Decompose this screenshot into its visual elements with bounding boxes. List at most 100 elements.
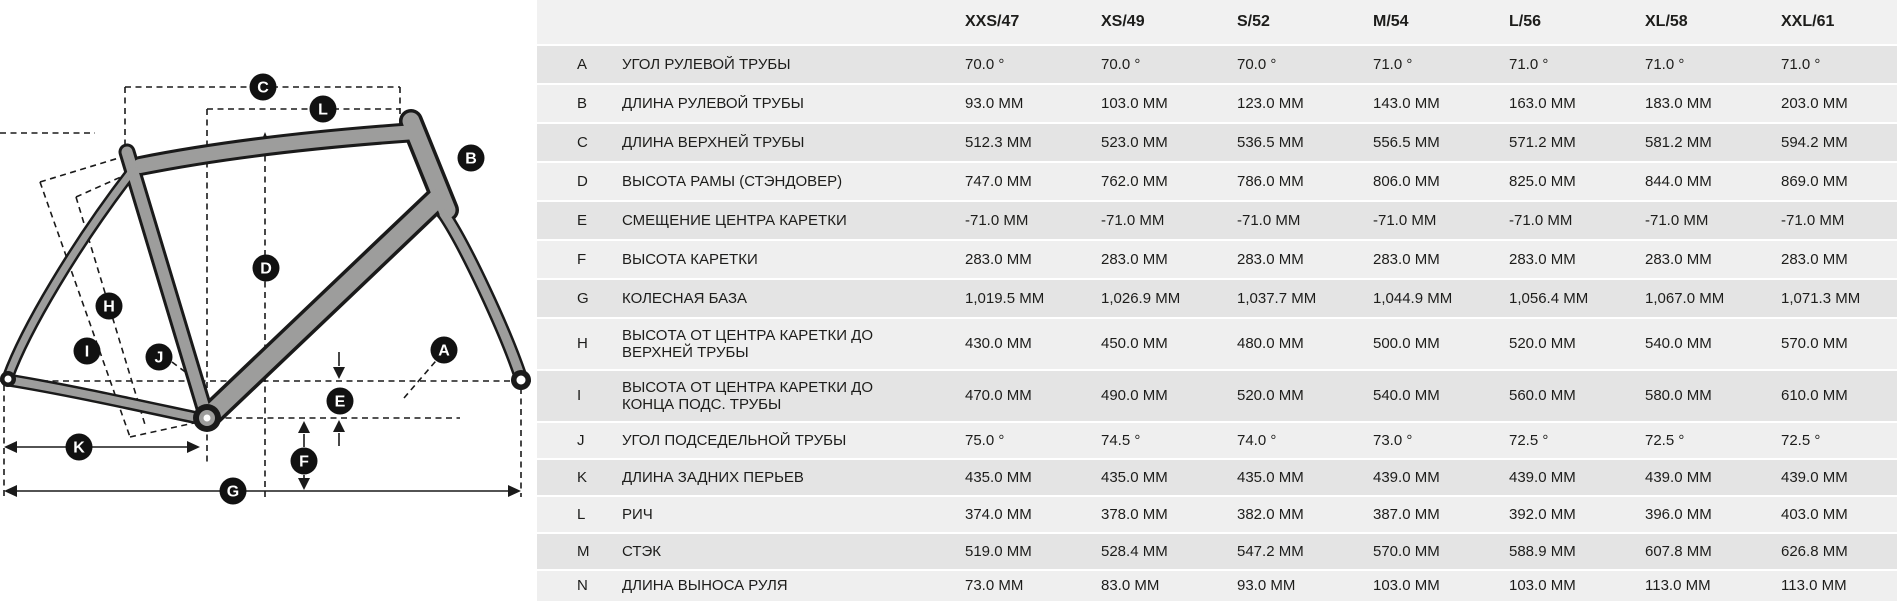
row-value: 825.0 MM: [1509, 172, 1576, 190]
row-value: 1,056.4 MM: [1509, 289, 1589, 307]
row-value: 71.0 °: [1645, 55, 1685, 73]
row-value: 571.2 MM: [1509, 133, 1576, 151]
row-label: ДЛИНА РУЛЕВОЙ ТРУБЫ: [622, 94, 804, 112]
table-header-row: XXS/47 XS/49 S/52 M/54 L/56 XL/58 XXL/61: [537, 0, 1897, 44]
table-row: F ВЫСОТА КАРЕТКИ 283.0 MM 283.0 MM 283.0…: [537, 239, 1897, 278]
row-value: 470.0 MM: [965, 387, 1032, 405]
svg-text:J: J: [155, 350, 164, 367]
row-value: 580.0 MM: [1645, 387, 1712, 405]
row-label: ВЫСОТА ОТ ЦЕНТРА КАРЕТКИ ДО КОНЦА ПОДС. …: [622, 378, 873, 413]
row-value: 450.0 MM: [1101, 335, 1168, 353]
svg-text:D: D: [260, 261, 272, 278]
row-value: 520.0 MM: [1237, 387, 1304, 405]
row-value: 83.0 MM: [1101, 577, 1160, 595]
row-value: 607.8 MM: [1645, 542, 1712, 560]
row-letter: I: [577, 387, 582, 405]
svg-text:E: E: [335, 394, 346, 411]
row-value: 283.0 MM: [1509, 250, 1576, 268]
row-value: 519.0 MM: [965, 542, 1032, 560]
row-value: 869.0 MM: [1781, 172, 1848, 190]
row-value: -71.0 MM: [1509, 211, 1573, 229]
geometry-table: XXS/47 XS/49 S/52 M/54 L/56 XL/58 XXL/61…: [537, 0, 1897, 601]
row-value: 786.0 MM: [1237, 172, 1304, 190]
row-letter: L: [577, 505, 586, 523]
row-letter: B: [577, 94, 588, 112]
diagram-label-f: F: [290, 447, 318, 475]
svg-text:H: H: [103, 299, 115, 316]
row-value: 1,044.9 MM: [1373, 289, 1453, 307]
column-header-xl58: XL/58: [1645, 12, 1688, 30]
diagram-label-h: H: [95, 292, 123, 320]
table-row: H ВЫСОТА ОТ ЦЕНТРА КАРЕТКИ ДО ВЕРХНЕЙ ТР…: [537, 317, 1897, 369]
row-value: 1,067.0 MM: [1645, 289, 1725, 307]
row-label: ВЫСОТА ОТ ЦЕНТРА КАРЕТКИ ДО ВЕРХНЕЙ ТРУБ…: [622, 326, 873, 361]
row-value: -71.0 MM: [1101, 211, 1165, 229]
row-value: 283.0 MM: [965, 250, 1032, 268]
table-row: C ДЛИНА ВЕРХНЕЙ ТРУБЫ 512.3 MM 523.0 MM …: [537, 122, 1897, 161]
row-value: 570.0 MM: [1781, 335, 1848, 353]
row-letter: C: [577, 133, 588, 151]
row-value: 163.0 MM: [1509, 94, 1576, 112]
column-header-s52: S/52: [1237, 12, 1270, 30]
row-value: 103.0 MM: [1373, 577, 1440, 595]
row-value: 500.0 MM: [1373, 335, 1440, 353]
diagram-label-b: B: [457, 144, 485, 172]
row-label: ДЛИНА ВЫНОСА РУЛЯ: [622, 577, 788, 595]
bike-frame: [0, 109, 531, 432]
row-value: 588.9 MM: [1509, 542, 1576, 560]
table-row: B ДЛИНА РУЛЕВОЙ ТРУБЫ 93.0 MM 103.0 MM 1…: [537, 83, 1897, 122]
table-row: N ДЛИНА ВЫНОСА РУЛЯ 73.0 MM 83.0 MM 93.0…: [537, 569, 1897, 601]
row-value: 439.0 MM: [1509, 468, 1576, 486]
column-header-xs49: XS/49: [1101, 12, 1145, 30]
row-value: 73.0 MM: [965, 577, 1024, 595]
row-letter: H: [577, 335, 588, 353]
row-label: УГОЛ ПОДСЕДЕЛЬНОЙ ТРУБЫ: [622, 431, 847, 449]
row-label: СТЭК: [622, 542, 662, 560]
diagram-label-k: K: [65, 433, 93, 461]
row-value: 71.0 °: [1373, 55, 1413, 73]
row-value: 560.0 MM: [1509, 387, 1576, 405]
diagram-label-j: J: [145, 343, 173, 371]
row-value: 480.0 MM: [1237, 335, 1304, 353]
row-value: 1,071.3 MM: [1781, 289, 1861, 307]
row-value: 439.0 MM: [1373, 468, 1440, 486]
diagram-label-i: I: [73, 337, 101, 365]
row-value: 71.0 °: [1509, 55, 1549, 73]
row-value: 283.0 MM: [1373, 250, 1440, 268]
row-letter: G: [577, 289, 589, 307]
row-letter: J: [577, 431, 585, 449]
row-value: 75.0 °: [965, 431, 1005, 449]
row-value: 528.4 MM: [1101, 542, 1168, 560]
column-header-xxs47: XXS/47: [965, 12, 1020, 30]
row-label: УГОЛ РУЛЕВОЙ ТРУБЫ: [622, 55, 791, 73]
row-value: 283.0 MM: [1101, 250, 1168, 268]
row-letter: E: [577, 211, 588, 229]
table-row: J УГОЛ ПОДСЕДЕЛЬНОЙ ТРУБЫ 75.0 ° 74.5 ° …: [537, 421, 1897, 458]
row-value: 378.0 MM: [1101, 505, 1168, 523]
svg-text:F: F: [299, 454, 309, 471]
svg-text:K: K: [73, 440, 85, 457]
row-value: 540.0 MM: [1645, 335, 1712, 353]
table-row: G КОЛЕСНАЯ БАЗА 1,019.5 MM 1,026.9 MM 1,…: [537, 278, 1897, 317]
row-value: 70.0 °: [1101, 55, 1141, 73]
table-row: K ДЛИНА ЗАДНИХ ПЕРЬЕВ 435.0 MM 435.0 MM …: [537, 458, 1897, 495]
column-header-l56: L/56: [1509, 12, 1542, 30]
row-value: 103.0 MM: [1509, 577, 1576, 595]
row-value: 113.0 MM: [1781, 577, 1847, 595]
row-value: 73.0 °: [1373, 431, 1413, 449]
svg-text:G: G: [227, 484, 239, 501]
row-value: 113.0 MM: [1645, 577, 1711, 595]
svg-text:L: L: [318, 102, 328, 119]
diagram-label-e: E: [326, 387, 354, 415]
table-row: L РИЧ 374.0 MM 378.0 MM 382.0 MM 387.0 M…: [537, 495, 1897, 532]
row-value: 747.0 MM: [965, 172, 1032, 190]
row-value: 123.0 MM: [1237, 94, 1304, 112]
row-value: 283.0 MM: [1237, 250, 1304, 268]
row-value: -71.0 MM: [1645, 211, 1709, 229]
row-value: 844.0 MM: [1645, 172, 1712, 190]
row-label: ДЛИНА ВЕРХНЕЙ ТРУБЫ: [622, 133, 805, 151]
row-value: 403.0 MM: [1781, 505, 1848, 523]
row-label: СМЕЩЕНИЕ ЦЕНТРА КАРЕТКИ: [622, 211, 847, 229]
row-value: 806.0 MM: [1373, 172, 1440, 190]
